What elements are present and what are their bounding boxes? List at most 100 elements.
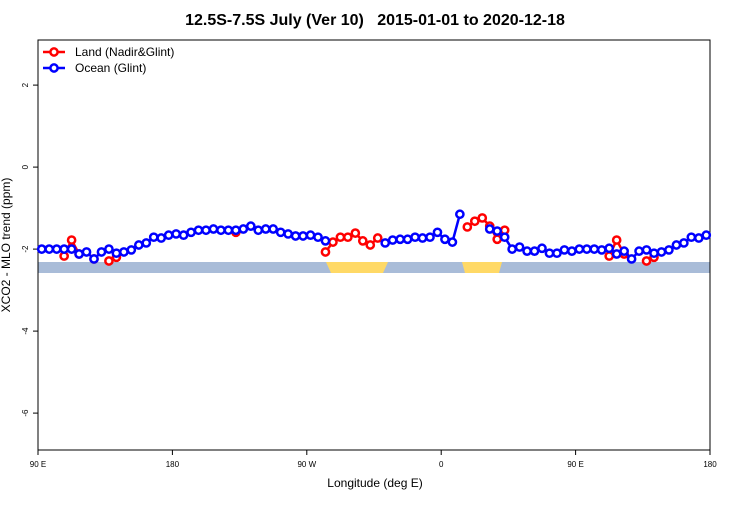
data-point <box>290 231 301 241</box>
data-point <box>223 225 234 236</box>
data-point <box>641 256 652 266</box>
data-point <box>350 228 361 238</box>
data-point <box>671 240 682 250</box>
data-point <box>96 247 107 257</box>
data-point <box>634 246 644 256</box>
data-point <box>619 246 629 256</box>
data-point <box>567 246 577 256</box>
y-tick-label: 2 <box>21 82 30 87</box>
land-band <box>326 262 388 273</box>
data-point <box>589 244 600 254</box>
y-axis-label: XCO2 - MLO trend (ppm) <box>0 178 13 313</box>
data-point <box>208 224 219 234</box>
data-point <box>119 247 129 257</box>
data-point <box>201 225 211 236</box>
data-point <box>59 244 69 254</box>
x-tick-label: 180 <box>703 460 717 469</box>
x-tick-label: 90 W <box>297 460 316 469</box>
legend-marker <box>49 47 59 57</box>
x-tick-label: 180 <box>166 460 180 469</box>
data-point <box>679 238 689 248</box>
data-point <box>559 245 570 255</box>
data-point <box>305 230 316 241</box>
data-point <box>89 254 99 264</box>
data-point <box>649 248 659 259</box>
data-point <box>357 236 368 246</box>
surface-band <box>38 262 710 273</box>
land-band <box>462 262 502 273</box>
data-point <box>537 243 547 254</box>
data-point <box>372 233 383 243</box>
data-point <box>499 232 510 243</box>
data-point <box>104 256 114 266</box>
data-point <box>432 227 443 238</box>
data-point <box>365 240 376 250</box>
data-point <box>611 249 622 259</box>
legend-marker <box>49 63 59 73</box>
data-point <box>641 245 652 255</box>
data-point <box>268 224 279 234</box>
data-point <box>544 248 555 259</box>
data-point <box>156 233 167 243</box>
data-point <box>163 230 174 241</box>
data-point <box>343 232 353 243</box>
data-point <box>335 232 346 243</box>
data-point <box>387 235 398 245</box>
data-point <box>664 245 674 255</box>
data-point <box>36 244 47 254</box>
data-point <box>701 230 712 241</box>
data-point <box>529 246 540 256</box>
data-point <box>484 224 495 234</box>
data-point <box>686 232 697 243</box>
data-point <box>51 244 62 254</box>
data-point <box>133 240 144 250</box>
data-point <box>275 227 286 238</box>
data-point <box>626 254 637 264</box>
plot-frame <box>37 39 711 451</box>
data-point <box>402 234 413 245</box>
legend-label: Ocean (Glint) <box>75 61 146 75</box>
y-tick-label: -4 <box>21 327 30 335</box>
data-point <box>477 213 488 223</box>
data-point <box>216 225 226 236</box>
data-point <box>111 248 122 259</box>
data-point <box>604 243 615 254</box>
chart-title: 12.5S-7.5S July (Ver 10) 2015-01-01 to 2… <box>185 12 565 29</box>
data-point <box>522 246 532 256</box>
data-point <box>395 234 405 245</box>
data-point <box>455 209 465 220</box>
data-point <box>656 247 667 257</box>
data-point <box>193 225 204 236</box>
data-point <box>469 216 480 227</box>
data-point <box>178 230 189 241</box>
legend-label: Land (Nadir&Glint) <box>75 45 174 59</box>
y-tick-label: -2 <box>21 245 30 253</box>
data-point <box>74 249 84 259</box>
data-point <box>581 244 592 254</box>
data-point <box>440 234 450 245</box>
x-tick-label: 90 E <box>30 460 46 469</box>
data-point <box>492 234 503 245</box>
data-point <box>231 225 241 236</box>
data-point <box>552 248 562 259</box>
x-axis-label: Longitude (deg E) <box>327 476 422 490</box>
data-point <box>66 235 77 245</box>
data-point <box>410 232 420 243</box>
data-point <box>320 236 331 246</box>
data-point <box>126 245 137 255</box>
x-tick-label: 90 E <box>567 460 583 469</box>
data-point <box>171 229 181 239</box>
data-point <box>313 232 323 243</box>
data-point <box>604 251 615 261</box>
data-point <box>514 242 525 252</box>
data-point <box>81 247 92 257</box>
data-point <box>253 225 264 236</box>
data-point <box>104 244 114 254</box>
x-tick-label: 0 <box>439 460 444 469</box>
data-point <box>238 224 249 234</box>
data-point <box>611 235 622 245</box>
data-point <box>320 247 331 257</box>
data-point <box>141 238 152 248</box>
data-point <box>328 237 338 247</box>
